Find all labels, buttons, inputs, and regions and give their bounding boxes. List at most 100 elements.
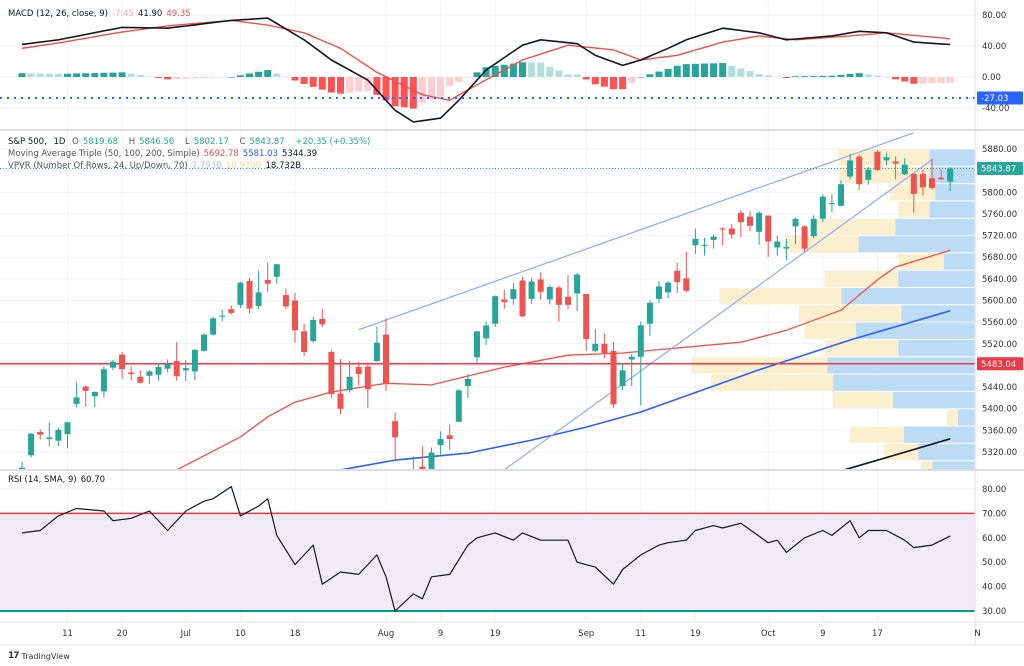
candle[interactable] [528, 278, 535, 304]
rsi-pane[interactable] [0, 486, 975, 612]
symbol-legend[interactable]: S&P 500, 1D O 5819.68 H 5846.56 L 5802.17 C… [8, 137, 371, 147]
candle[interactable] [883, 152, 890, 166]
candle[interactable] [455, 389, 462, 423]
candle[interactable] [355, 361, 362, 385]
candle[interactable] [410, 456, 416, 520]
candle[interactable] [619, 363, 626, 391]
candle[interactable] [592, 328, 599, 353]
candle[interactable] [756, 211, 763, 245]
candle[interactable] [292, 292, 298, 343]
candle[interactable] [856, 154, 863, 191]
candle[interactable] [628, 354, 635, 387]
candle[interactable] [383, 318, 389, 391]
candle[interactable] [610, 342, 617, 408]
candle[interactable] [155, 363, 162, 381]
candle[interactable] [947, 167, 954, 192]
candle[interactable] [792, 217, 799, 245]
candle[interactable] [119, 351, 126, 379]
candle[interactable] [728, 224, 735, 239]
candle[interactable] [783, 238, 790, 260]
candle[interactable] [601, 334, 608, 359]
candle[interactable] [364, 362, 371, 409]
candle[interactable] [555, 285, 562, 322]
candle[interactable] [328, 350, 335, 399]
candle[interactable] [656, 281, 662, 304]
candle[interactable] [255, 270, 262, 310]
candle[interactable] [310, 316, 317, 343]
candle[interactable] [828, 194, 835, 213]
candle[interactable] [446, 424, 453, 450]
candle[interactable] [128, 366, 135, 381]
candle[interactable] [100, 366, 107, 398]
candle[interactable] [301, 323, 308, 357]
candle[interactable] [519, 276, 526, 318]
candle[interactable] [191, 349, 198, 381]
candle[interactable] [701, 237, 708, 256]
candle[interactable] [537, 272, 544, 300]
candle[interactable] [319, 308, 326, 328]
candle[interactable] [819, 194, 826, 223]
candle[interactable] [692, 228, 699, 254]
candle[interactable] [210, 316, 217, 336]
candle[interactable] [373, 326, 380, 362]
candle[interactable] [683, 251, 690, 293]
candle[interactable] [646, 300, 653, 336]
candle[interactable] [64, 421, 71, 449]
candle[interactable] [73, 382, 80, 408]
tradingview-branding[interactable]: 17 TradingView [8, 651, 70, 661]
candle[interactable] [910, 173, 917, 213]
rsi-legend[interactable]: RSI (14, SMA, 9) 60.70 [8, 475, 109, 485]
candle[interactable] [464, 374, 471, 398]
candle[interactable] [919, 169, 926, 196]
candle[interactable] [428, 447, 435, 502]
candle[interactable] [474, 330, 480, 363]
candle[interactable] [337, 358, 344, 415]
ma-legend[interactable]: Moving Average Triple (50, 100, 200, Sim… [8, 149, 321, 159]
candle[interactable] [110, 360, 116, 371]
axes[interactable]: 11 20 Jul 10 18 Aug 9 19 Sep 11 19 Oct 9 17 N 5880.00 58… [62, 11, 1023, 639]
trendline[interactable] [504, 159, 933, 470]
candle[interactable] [874, 150, 881, 171]
candle[interactable] [774, 235, 781, 256]
candle[interactable] [182, 360, 189, 382]
candle[interactable] [91, 391, 98, 408]
candle[interactable] [674, 262, 681, 293]
candle[interactable] [282, 288, 289, 310]
candle[interactable] [46, 422, 53, 447]
candle[interactable] [346, 361, 353, 393]
candle[interactable] [419, 446, 426, 520]
candle[interactable] [173, 342, 180, 381]
candle[interactable] [901, 158, 908, 175]
candle[interactable] [19, 461, 25, 482]
macd-pane[interactable] [0, 17, 975, 123]
candle[interactable] [938, 169, 945, 180]
candle[interactable] [546, 285, 553, 305]
candle[interactable] [765, 215, 772, 257]
candle[interactable] [719, 226, 726, 246]
candle[interactable] [273, 264, 280, 284]
candle[interactable] [665, 281, 672, 299]
candle[interactable] [801, 225, 808, 252]
macd-legend[interactable]: MACD (12, 26, close, 9) -7.45 41.90 49.35 [8, 9, 195, 19]
candle[interactable] [437, 431, 444, 455]
candle[interactable] [28, 433, 35, 458]
candle[interactable] [847, 153, 854, 180]
candle[interactable] [838, 180, 844, 206]
candle[interactable] [219, 309, 226, 322]
candle[interactable] [865, 166, 872, 185]
candle[interactable] [583, 294, 590, 351]
candle[interactable] [565, 275, 571, 310]
vpvr-legend[interactable]: VPVR (Number Of Rows, 24, Up/Down, 70) 7.… [8, 161, 305, 171]
price-pane[interactable] [0, 132, 975, 560]
candle[interactable] [237, 281, 244, 309]
candle[interactable] [246, 277, 253, 314]
candle[interactable] [574, 272, 581, 311]
candle[interactable] [37, 429, 44, 440]
candle[interactable] [137, 370, 144, 384]
candle[interactable] [501, 289, 508, 309]
candle[interactable] [483, 321, 490, 345]
candle[interactable] [747, 211, 753, 232]
candle[interactable] [710, 234, 717, 249]
